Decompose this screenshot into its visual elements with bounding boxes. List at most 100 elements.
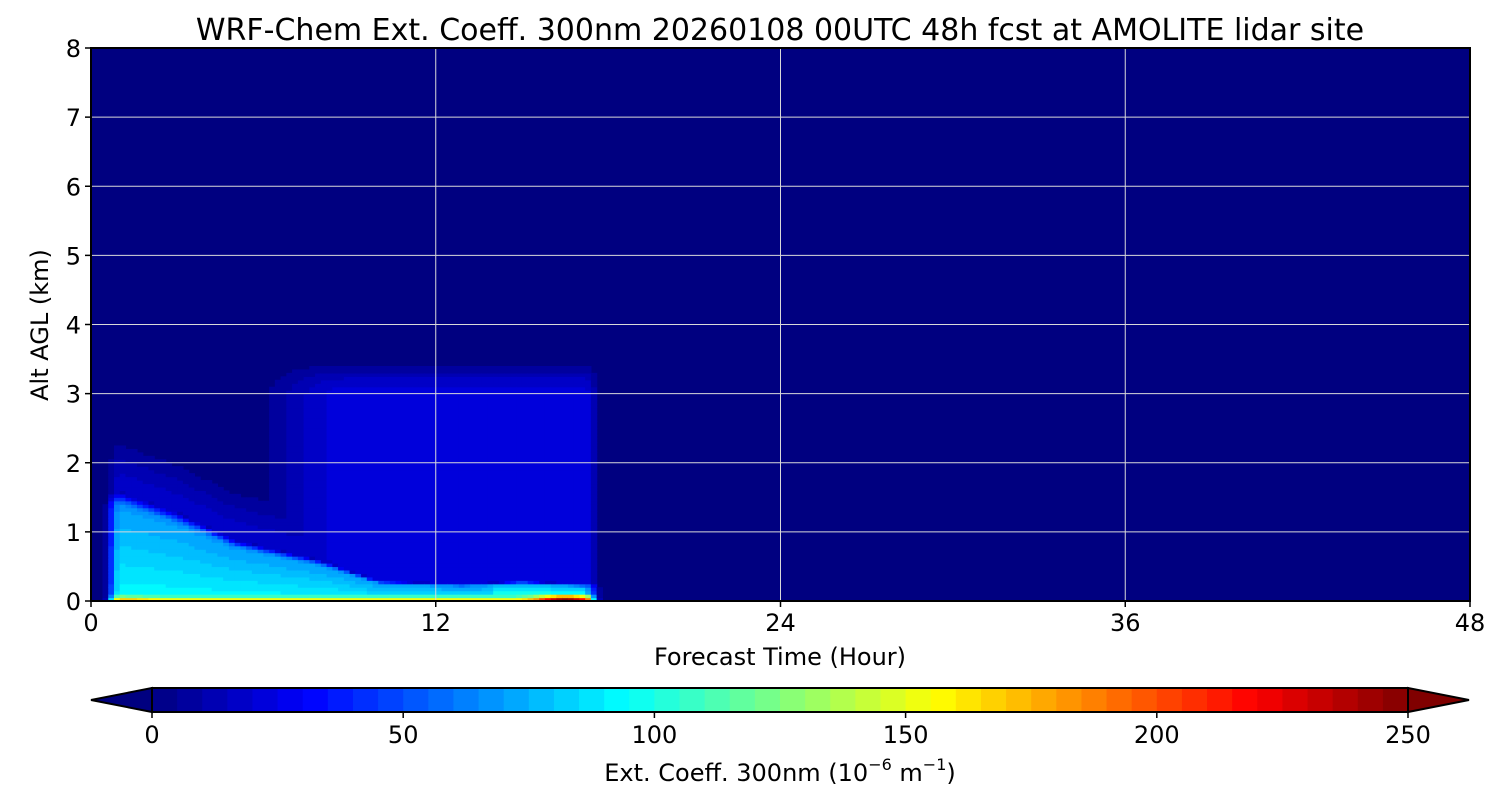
- field-cell: [349, 545, 356, 550]
- field-cell: [366, 383, 374, 388]
- field-cell: [315, 476, 322, 481]
- field-cell: [521, 476, 529, 481]
- field-cell: [131, 549, 138, 554]
- field-cell: [493, 590, 500, 595]
- field-cell: [487, 452, 494, 457]
- field-cell: [142, 538, 150, 543]
- field-cell: [573, 552, 580, 557]
- field-cell: [458, 466, 466, 471]
- field-cell: [510, 497, 517, 502]
- field-cell: [320, 448, 328, 453]
- field-cell: [567, 590, 575, 595]
- field-cell: [470, 580, 477, 585]
- field-cell: [407, 459, 414, 464]
- field-cell: [590, 562, 598, 568]
- field-cell: [527, 462, 535, 467]
- field-cell: [297, 538, 305, 543]
- field-cell: [355, 583, 362, 588]
- field-cell: [332, 365, 339, 371]
- field-cell: [257, 576, 264, 581]
- field-cell: [544, 490, 552, 495]
- field-cell: [470, 424, 477, 429]
- field-cell: [590, 514, 598, 519]
- field-cell: [326, 365, 333, 371]
- field-cell: [240, 566, 247, 571]
- field-cell: [200, 549, 207, 554]
- field-cell: [464, 376, 471, 381]
- field-cell: [355, 597, 362, 601]
- field-cell: [424, 459, 431, 464]
- field-cell: [493, 462, 500, 467]
- field-cell: [188, 483, 196, 488]
- field-cell: [424, 497, 431, 502]
- field-cell: [418, 531, 425, 536]
- field-cell: [504, 576, 512, 581]
- field-cell: [539, 407, 546, 412]
- field-cell: [430, 594, 437, 599]
- field-cell: [148, 566, 155, 571]
- field-cell: [292, 473, 299, 478]
- field-cell: [590, 379, 598, 384]
- field-cell: [407, 490, 414, 495]
- field-cell: [539, 365, 546, 371]
- field-cell: [401, 535, 408, 540]
- field-cell: [349, 448, 356, 453]
- field-cell: [338, 587, 345, 592]
- field-cell: [217, 566, 224, 571]
- field-cell: [516, 473, 523, 478]
- field-cell: [590, 511, 598, 516]
- field-cell: [119, 497, 127, 502]
- field-cell: [165, 576, 173, 581]
- field-cell: [498, 556, 506, 561]
- field-cell: [274, 587, 282, 592]
- field-cell: [102, 518, 109, 523]
- field-cell: [113, 538, 121, 543]
- field-cell: [274, 521, 282, 526]
- field-cell: [326, 455, 333, 460]
- field-cell: [188, 597, 196, 601]
- field-cell: [194, 514, 201, 519]
- field-cell: [125, 587, 132, 592]
- field-cell: [378, 403, 385, 409]
- field-cell: [309, 383, 316, 388]
- field-cell: [389, 490, 397, 495]
- field-cell: [378, 493, 385, 498]
- colorbar-segment: [152, 688, 178, 712]
- field-cell: [165, 559, 173, 564]
- field-cell: [539, 421, 546, 426]
- field-cell: [125, 559, 132, 564]
- field-cell: [504, 483, 512, 488]
- field-cell: [550, 531, 558, 536]
- field-cell: [361, 473, 368, 478]
- field-cell: [343, 504, 351, 509]
- field-cell: [292, 497, 299, 502]
- field-cell: [401, 580, 408, 585]
- field-cell: [533, 597, 540, 601]
- field-cell: [556, 428, 563, 433]
- field-cell: [251, 556, 259, 561]
- field-cell: [102, 521, 109, 526]
- field-cell: [234, 559, 241, 564]
- field-cell: [395, 507, 402, 512]
- field-cell: [338, 386, 345, 391]
- field-cell: [498, 535, 506, 540]
- field-cell: [395, 442, 402, 447]
- field-cell: [533, 369, 540, 374]
- field-cell: [355, 490, 362, 495]
- field-cell: [303, 417, 310, 422]
- field-cell: [119, 531, 127, 536]
- field-cell: [119, 500, 127, 505]
- field-cell: [102, 545, 109, 550]
- field-cell: [498, 552, 506, 557]
- field-cell: [154, 538, 161, 543]
- field-cell: [326, 462, 333, 467]
- field-cell: [125, 594, 132, 599]
- field-cell: [205, 566, 213, 571]
- field-cell: [292, 559, 299, 564]
- field-cell: [389, 594, 397, 599]
- field-cell: [309, 566, 316, 571]
- field-cell: [320, 397, 328, 402]
- field-cell: [280, 573, 287, 578]
- field-cell: [452, 431, 460, 436]
- field-cell: [458, 486, 466, 491]
